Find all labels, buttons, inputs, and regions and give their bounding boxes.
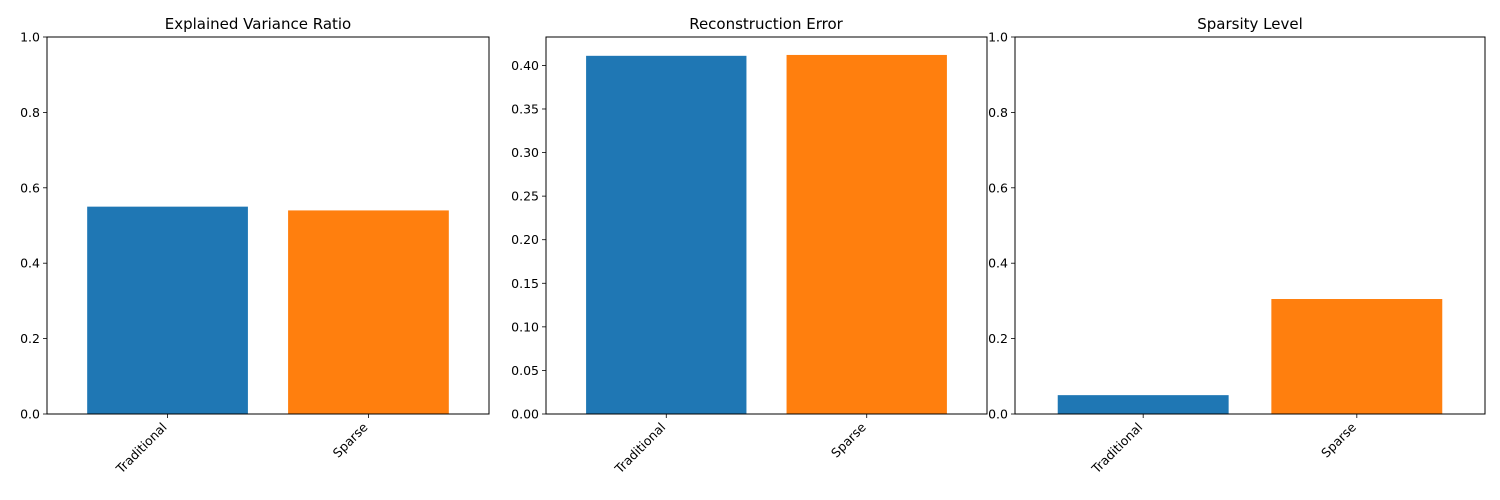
y-tick-label: 0.30 <box>511 145 539 160</box>
y-axis-ticks: 0.0 0.2 0.4 0.6 0.8 1.0 <box>988 30 1015 422</box>
y-axis-ticks: 0.00 0.05 0.10 0.15 0.20 0.25 0.30 0.35 0.40 <box>511 58 546 422</box>
bar-traditional <box>1057 395 1229 414</box>
y-tick-label: 0.15 <box>511 276 539 291</box>
bar-marks <box>87 206 449 414</box>
y-axis-ticks: 0.0 0.2 0.4 0.6 0.8 1.0 <box>20 30 47 422</box>
y-tick-label: 0.4 <box>20 256 40 271</box>
bar-sparse <box>1271 299 1443 414</box>
bar-traditional <box>87 206 248 414</box>
panel-title: Sparsity Level <box>1197 15 1303 33</box>
panel-title: Reconstruction Error <box>689 15 843 33</box>
bar-marks <box>1057 299 1443 414</box>
bar-traditional <box>586 55 747 414</box>
bar-sparse <box>786 54 947 414</box>
y-tick-label: 0.6 <box>988 180 1008 195</box>
y-tick-label: 0.6 <box>20 180 40 195</box>
y-tick-label: 0.35 <box>511 101 539 116</box>
bar-sparse <box>288 210 449 414</box>
axes-frame <box>545 36 988 415</box>
y-tick-label: 0.0 <box>988 407 1008 422</box>
y-tick-label: 1.0 <box>20 30 40 45</box>
y-tick-label: 0.2 <box>988 331 1008 346</box>
y-tick-label: 0.05 <box>511 363 539 378</box>
bar-marks <box>586 54 947 414</box>
y-tick-label: 0.00 <box>511 407 539 422</box>
y-tick-label: 1.0 <box>988 30 1008 45</box>
y-tick-label: 0.25 <box>511 189 539 204</box>
axes-frame <box>46 36 490 415</box>
y-tick-label: 0.0 <box>20 407 40 422</box>
y-tick-label: 0.40 <box>511 58 539 73</box>
y-tick-label: 0.20 <box>511 232 539 247</box>
panel-title: Explained Variance Ratio <box>165 15 352 33</box>
panel-explained-variance: Explained Variance Ratio 0.0 0.2 0.4 0.6 0.8… <box>20 15 490 477</box>
axes-frame <box>1014 36 1486 415</box>
y-tick-label: 0.8 <box>20 105 40 120</box>
y-tick-label: 0.10 <box>511 319 539 334</box>
y-tick-label: 0.2 <box>20 331 40 346</box>
y-tick-label: 0.8 <box>988 105 1008 120</box>
y-tick-label: 0.4 <box>988 256 1008 271</box>
